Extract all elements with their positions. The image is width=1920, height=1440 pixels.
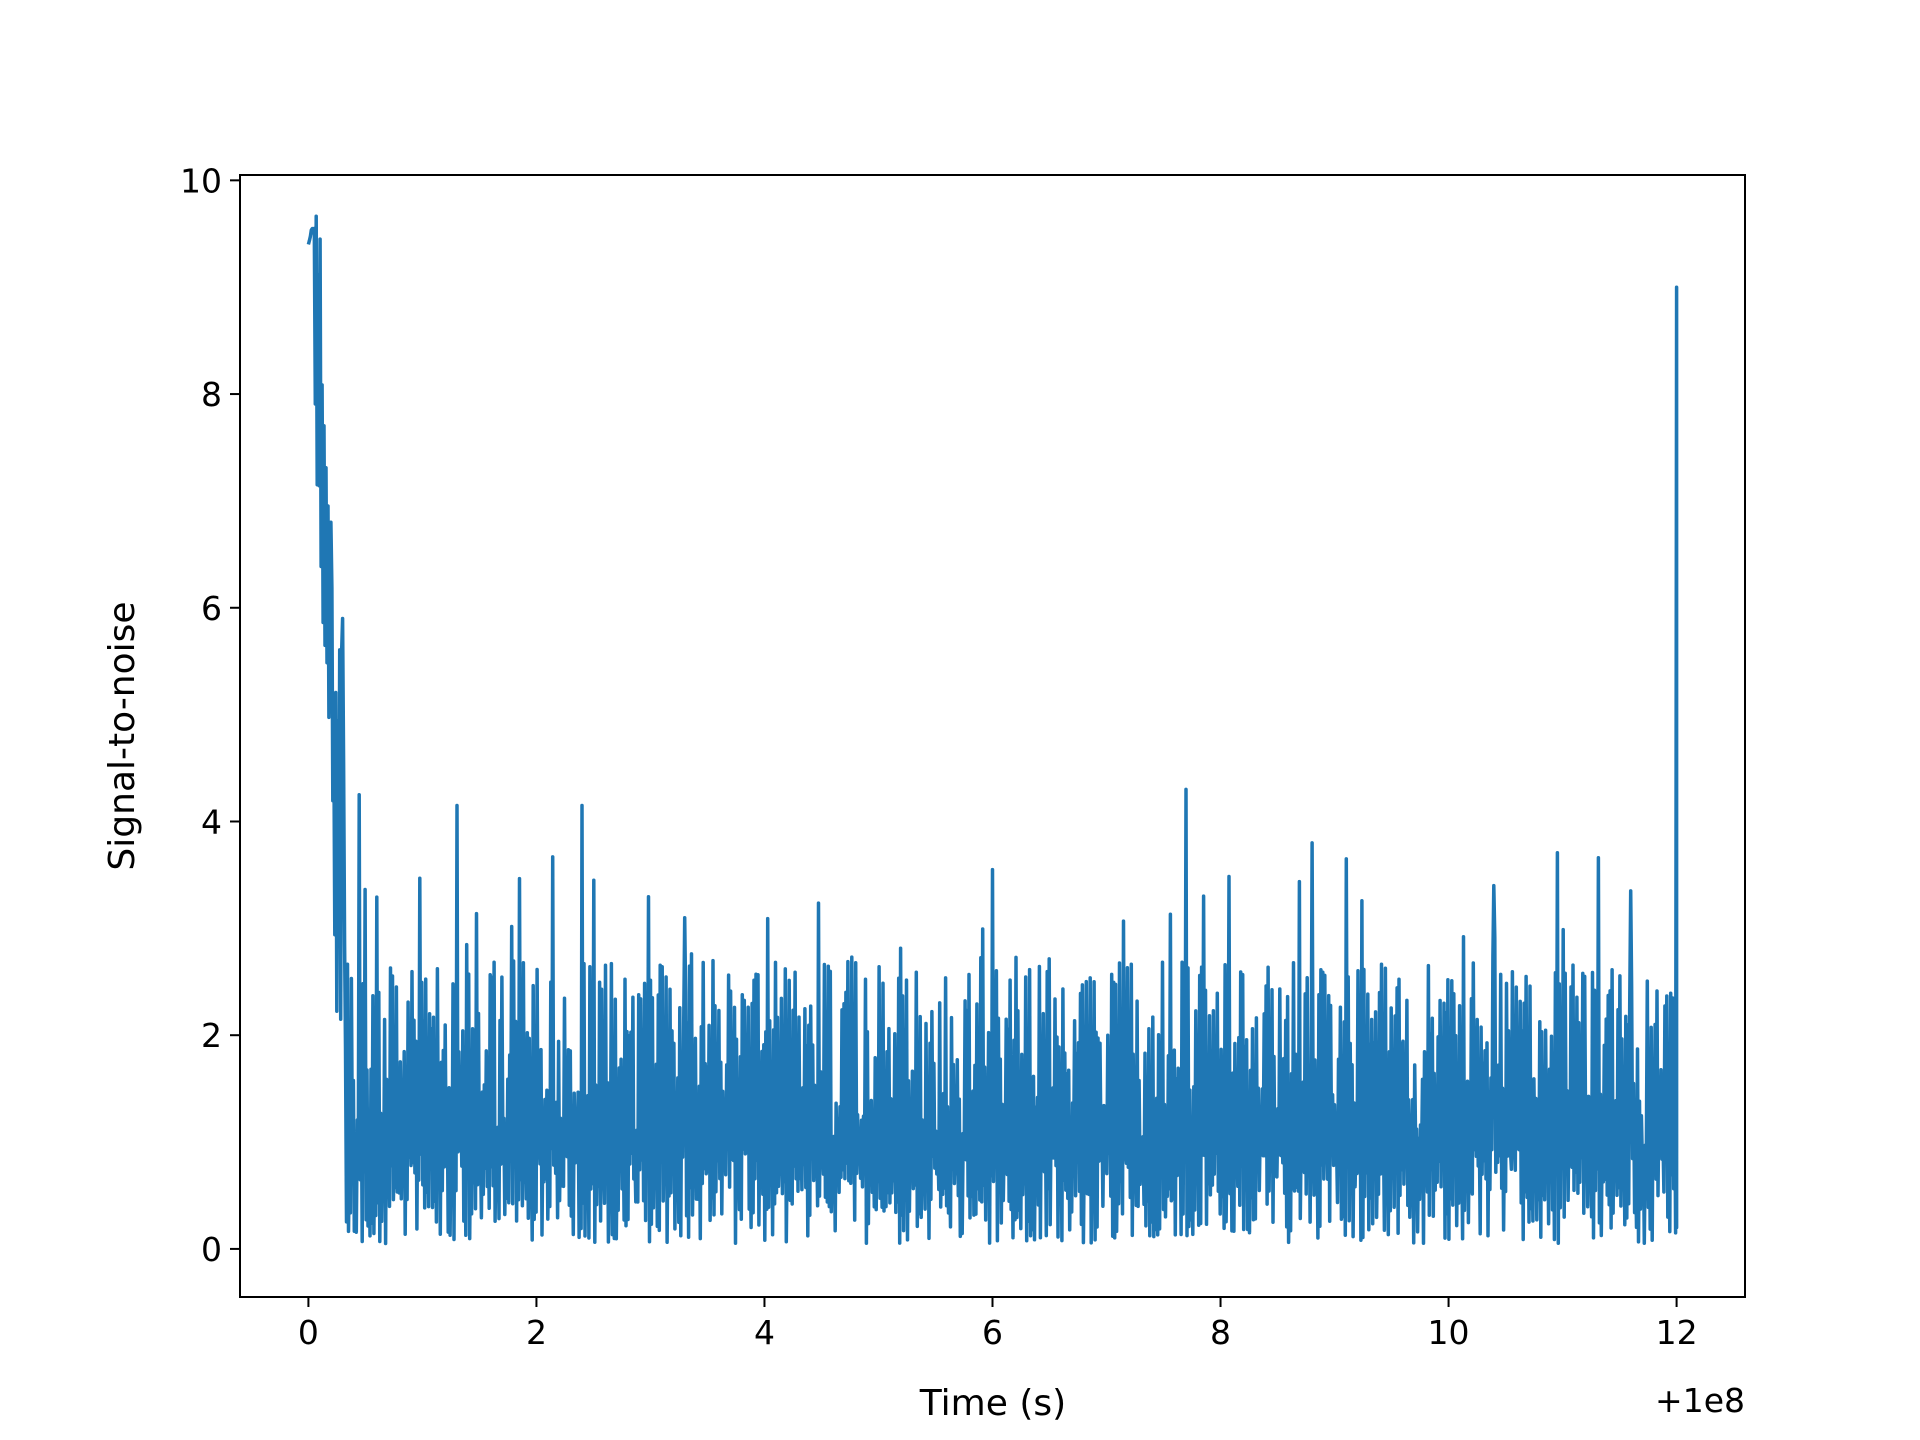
x-tick-label: 10 xyxy=(1428,1313,1470,1352)
x-tick-label: 12 xyxy=(1656,1313,1698,1352)
y-axis-label: Signal-to-noise xyxy=(102,601,143,870)
x-tick-label: 0 xyxy=(298,1313,319,1352)
y-tick-label: 10 xyxy=(180,161,222,200)
y-tick-label: 2 xyxy=(201,1016,222,1055)
y-axis-ticks: 0 2 4 6 8 10 xyxy=(180,161,240,1269)
x-axis-offset-label: +1e8 xyxy=(1655,1381,1745,1420)
y-tick-label: 8 xyxy=(201,375,222,414)
x-axis-ticks: 0 2 4 6 8 10 12 xyxy=(298,1297,1698,1352)
y-tick-label: 0 xyxy=(201,1230,222,1269)
snr-series-line xyxy=(306,214,1679,1246)
x-tick-label: 2 xyxy=(526,1313,547,1352)
x-axis-label: Time (s) xyxy=(919,1383,1066,1424)
x-tick-label: 8 xyxy=(1210,1313,1231,1352)
plot-area xyxy=(306,214,1679,1246)
y-tick-label: 4 xyxy=(201,802,222,841)
x-tick-label: 6 xyxy=(982,1313,1003,1352)
x-tick-label: 4 xyxy=(754,1313,775,1352)
y-tick-label: 6 xyxy=(201,589,222,628)
